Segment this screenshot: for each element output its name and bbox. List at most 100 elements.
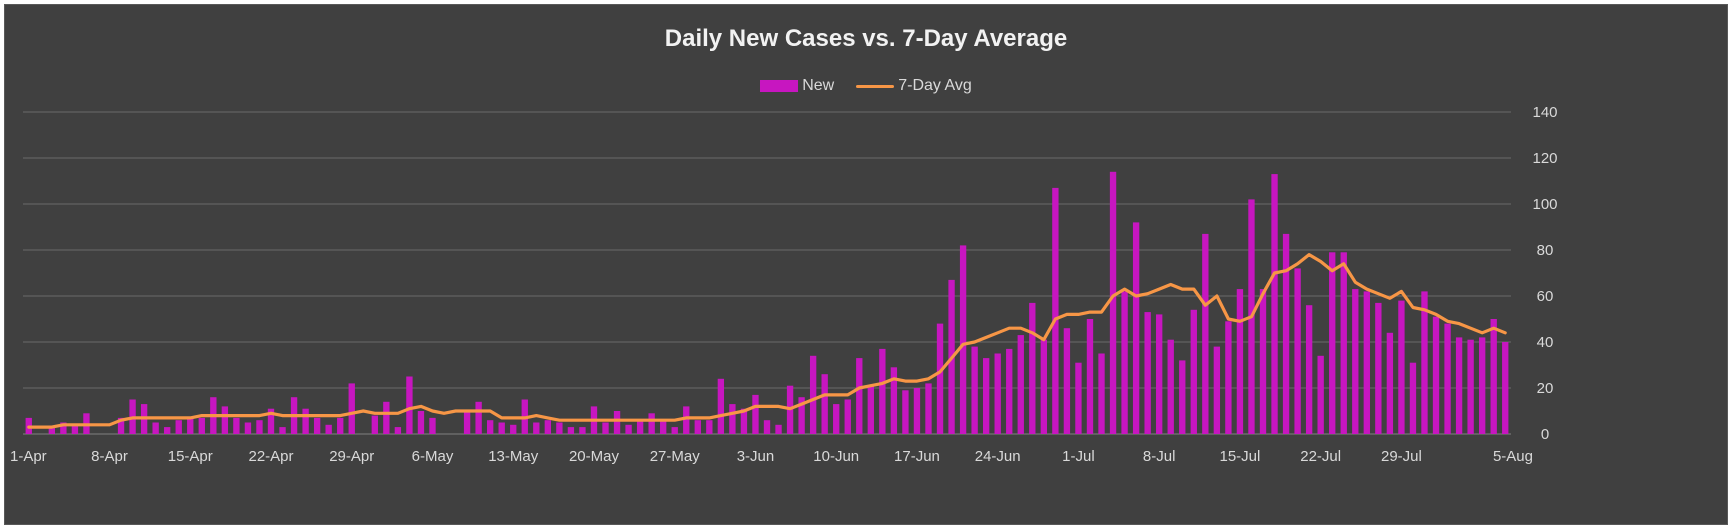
bar-new	[833, 404, 840, 434]
bar-new	[175, 420, 182, 434]
bar-new	[867, 385, 874, 434]
bar-new	[1329, 252, 1336, 434]
bar-new	[994, 353, 1001, 434]
bar-new	[1029, 302, 1036, 434]
x-tick-label: 24-Jun	[975, 448, 1021, 465]
bar-new	[1409, 362, 1417, 434]
bar-new	[1467, 339, 1474, 434]
bar-new	[1294, 268, 1301, 434]
bar-new	[1098, 353, 1105, 434]
bar-new	[1040, 339, 1048, 434]
bar-new	[844, 399, 851, 434]
bar-new	[1386, 332, 1394, 434]
bar-new	[1375, 302, 1382, 434]
bar-new	[152, 422, 159, 434]
legend-item-new: New	[760, 77, 834, 95]
x-tick-label: 8-Jul	[1143, 448, 1176, 465]
bar-new	[267, 408, 275, 434]
bar-new	[71, 424, 79, 434]
x-tick-label: 22-Apr	[248, 448, 293, 465]
bar-new	[325, 424, 332, 434]
y-tick-label: 60	[1537, 288, 1554, 305]
bar-new	[256, 420, 263, 434]
bar-new	[913, 388, 921, 434]
bar-new	[613, 411, 621, 434]
bar-new	[48, 427, 56, 434]
bar-new	[1259, 289, 1267, 434]
bar-new	[417, 411, 425, 434]
x-tick-label: 1-Apr	[10, 448, 47, 465]
bar-new	[798, 397, 805, 434]
bar-new	[221, 406, 229, 434]
bar-new	[717, 378, 725, 434]
bar-new	[1109, 171, 1117, 435]
legend-swatch-avg	[856, 84, 895, 88]
x-tick-label: 20-May	[569, 448, 620, 465]
bar-new	[1455, 337, 1463, 434]
legend-item-avg: 7-Day Avg	[856, 77, 972, 95]
y-tick-label: 140	[1532, 104, 1557, 121]
bar-new	[510, 424, 517, 434]
bar-new	[660, 420, 667, 434]
bar-new	[902, 390, 909, 434]
bar-new	[1179, 360, 1186, 434]
bar-new	[371, 415, 378, 434]
bar-new	[1144, 312, 1151, 434]
bar-new	[1490, 319, 1497, 434]
bar-new	[856, 358, 863, 434]
chart-area: Daily New Cases vs. 7-Day Average New 7-…	[4, 4, 1728, 525]
bar-new	[740, 408, 748, 434]
bar-new	[1086, 319, 1094, 434]
bar-new	[1075, 362, 1082, 434]
bar-new	[1502, 342, 1509, 434]
bar-new	[1063, 328, 1071, 434]
bar-new	[1398, 300, 1405, 434]
bar-new	[533, 422, 540, 434]
bar-new	[959, 245, 967, 434]
bar-new	[879, 348, 886, 434]
y-tick-label: 20	[1537, 380, 1554, 397]
bar-new	[936, 323, 944, 434]
bar-new	[890, 367, 898, 434]
bar-new	[1317, 355, 1324, 434]
bar-new	[636, 420, 644, 434]
legend: New 7-Day Avg	[5, 77, 1727, 95]
bar-new	[1444, 323, 1451, 434]
x-tick-label: 15-Jul	[1220, 448, 1261, 465]
chart-title: Daily New Cases vs. 7-Day Average	[664, 25, 1068, 52]
legend-swatch-new	[760, 80, 799, 92]
bar-new	[544, 420, 552, 434]
bar-new	[556, 422, 563, 434]
bar-new	[383, 401, 390, 434]
bar-new	[1478, 337, 1486, 434]
line-7-day-avg	[27, 253, 1507, 429]
bar-new	[971, 346, 978, 434]
bar-new	[694, 420, 701, 434]
bar-new	[337, 417, 344, 434]
x-tick-label: 13-May	[488, 448, 539, 465]
y-tick-label: 100	[1532, 196, 1557, 213]
x-tick-label: 5-Aug	[1493, 448, 1533, 465]
x-tick-label: 29-Apr	[329, 448, 374, 465]
bar-new	[117, 417, 125, 434]
bar-new	[1340, 252, 1347, 434]
bar-new	[1121, 291, 1128, 434]
bar-new	[164, 427, 171, 434]
x-tick-label: 27-May	[650, 448, 701, 465]
bar-new	[198, 417, 205, 434]
bar-new	[729, 404, 736, 434]
bar-new	[602, 422, 609, 434]
x-tick-label: 29-Jul	[1381, 448, 1422, 465]
bar-new	[1156, 314, 1163, 434]
x-tick-label: 10-Jun	[813, 448, 859, 465]
bar-new	[579, 427, 586, 434]
legend-label-avg: 7-Day Avg	[898, 77, 972, 94]
bar-new	[233, 417, 240, 434]
bar-new	[1236, 289, 1244, 434]
x-tick-label: 6-May	[412, 448, 454, 465]
bar-new	[648, 413, 655, 434]
bar-new	[1190, 309, 1197, 434]
x-tick-label: 15-Apr	[168, 448, 213, 465]
y-tick-label: 80	[1537, 242, 1554, 259]
bar-new	[244, 422, 252, 434]
